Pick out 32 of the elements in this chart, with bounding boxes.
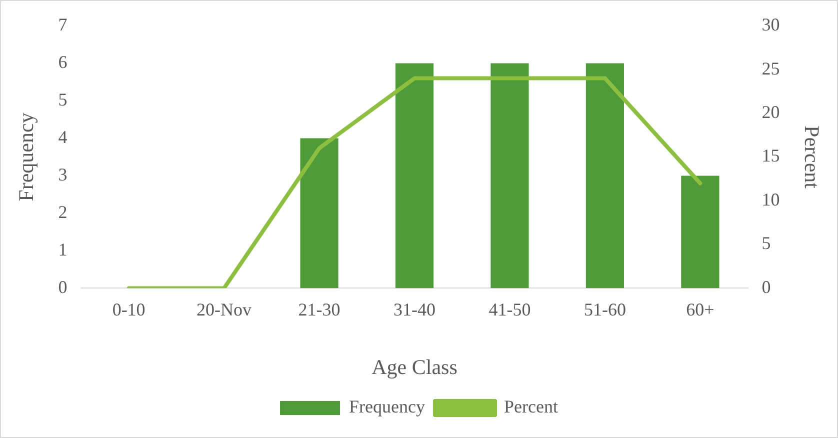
x-tick-label: 31-40: [394, 300, 436, 320]
y-tick-label: 6: [58, 52, 68, 72]
bar: [395, 63, 434, 288]
bar: [681, 176, 720, 288]
y-tick-label: 2: [58, 202, 68, 222]
x-tick-label: 51-60: [584, 300, 626, 320]
x-tick-label: 20-Nov: [196, 300, 252, 320]
y2-axis-title: Percent: [800, 126, 824, 189]
y-tick-label: 5: [58, 90, 68, 110]
legend-label: Percent: [504, 396, 558, 417]
y2-tick-label: 25: [762, 58, 780, 78]
y2-tick-label: 20: [762, 102, 780, 122]
y-tick-label: 3: [58, 164, 68, 184]
x-tick-label: 0-10: [112, 300, 146, 320]
x-tick-label: 60+: [686, 300, 714, 320]
y-tick-label: 1: [58, 239, 68, 260]
y-tick-label: 7: [58, 14, 68, 35]
bar: [490, 63, 529, 288]
y2-tick-label: 30: [762, 14, 780, 35]
y-axis-title: Frequency: [14, 112, 38, 202]
x-tick-label: 41-50: [488, 300, 531, 320]
x-tick-label: 21-30: [298, 300, 340, 320]
x-axis-title: Age Class: [372, 354, 458, 379]
legend-label: Frequency: [349, 396, 426, 417]
y2-tick-label: 15: [762, 146, 780, 166]
y-tick-label: 0: [58, 276, 68, 297]
y2-tick-label: 0: [762, 276, 771, 297]
bar: [586, 63, 624, 288]
y2-tick-label: 10: [762, 189, 780, 210]
y2-tick-label: 5: [762, 233, 771, 254]
y-tick-label: 4: [58, 126, 68, 147]
bar: [300, 138, 338, 288]
